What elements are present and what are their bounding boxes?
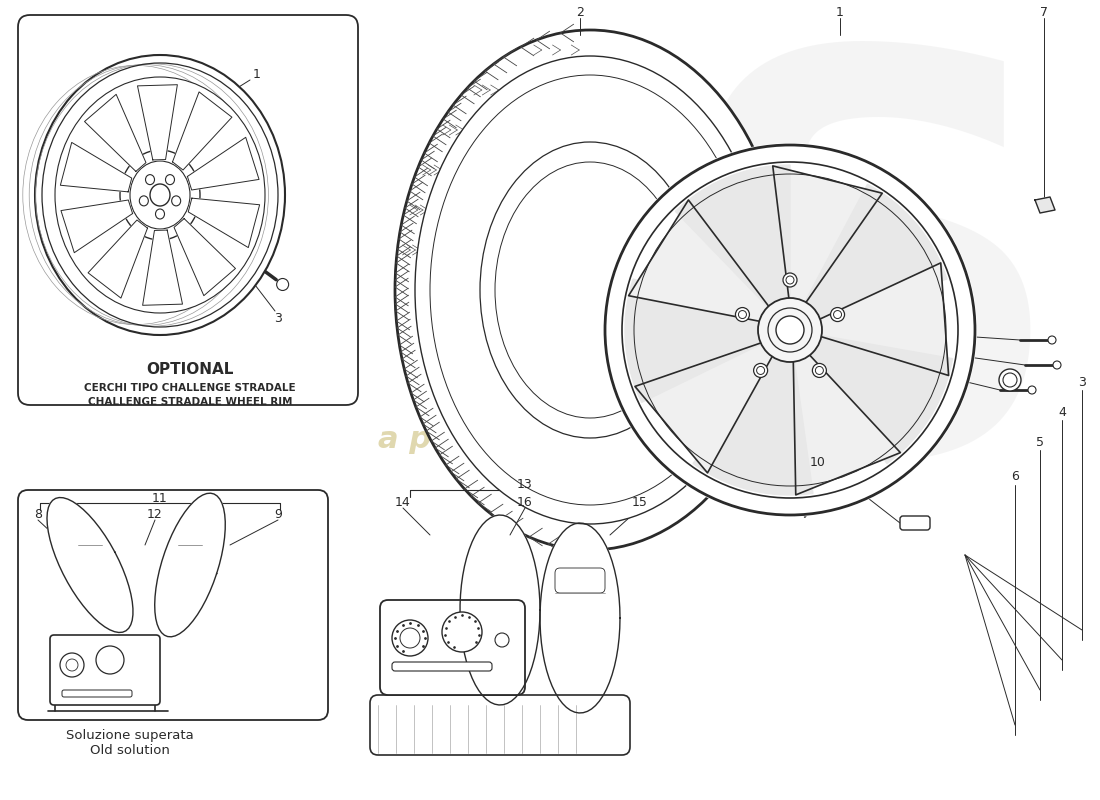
Text: 8: 8 xyxy=(34,509,42,522)
Polygon shape xyxy=(675,165,790,310)
Polygon shape xyxy=(628,200,774,323)
Ellipse shape xyxy=(480,142,700,438)
Text: 6: 6 xyxy=(1011,470,1019,483)
Polygon shape xyxy=(693,353,813,495)
Text: OPTIONAL: OPTIONAL xyxy=(146,362,233,378)
Ellipse shape xyxy=(55,77,265,313)
Ellipse shape xyxy=(813,363,826,378)
Text: 9: 9 xyxy=(274,509,282,522)
Polygon shape xyxy=(812,263,948,375)
Circle shape xyxy=(392,620,428,656)
Circle shape xyxy=(442,612,482,652)
Text: 3: 3 xyxy=(274,313,282,326)
Text: 2: 2 xyxy=(576,6,584,19)
Text: f: f xyxy=(1008,375,1012,385)
Ellipse shape xyxy=(120,150,200,240)
FancyBboxPatch shape xyxy=(379,600,525,695)
FancyBboxPatch shape xyxy=(370,695,630,755)
FancyBboxPatch shape xyxy=(392,662,492,671)
Text: a passion for parts: a passion for parts xyxy=(378,426,702,454)
Ellipse shape xyxy=(736,307,749,322)
Text: Soluzione superata: Soluzione superata xyxy=(66,729,194,742)
FancyBboxPatch shape xyxy=(18,490,328,720)
Polygon shape xyxy=(143,230,183,306)
FancyBboxPatch shape xyxy=(50,635,160,705)
Circle shape xyxy=(999,369,1021,391)
Text: 12: 12 xyxy=(147,509,163,522)
Text: CHALLENGE STRADALE WHEEL RIM: CHALLENGE STRADALE WHEEL RIM xyxy=(88,397,293,407)
Polygon shape xyxy=(174,218,235,296)
Circle shape xyxy=(1048,336,1056,344)
Polygon shape xyxy=(88,220,147,298)
Text: 5: 5 xyxy=(1036,435,1044,449)
Polygon shape xyxy=(188,198,260,247)
Ellipse shape xyxy=(603,143,977,517)
FancyBboxPatch shape xyxy=(556,568,605,593)
Text: 1: 1 xyxy=(836,6,844,19)
Polygon shape xyxy=(806,335,953,463)
Ellipse shape xyxy=(35,55,285,335)
Text: 10: 10 xyxy=(810,455,826,469)
Polygon shape xyxy=(60,142,132,192)
Ellipse shape xyxy=(145,174,154,185)
Text: 11: 11 xyxy=(152,491,168,505)
Ellipse shape xyxy=(140,196,148,206)
Polygon shape xyxy=(60,200,133,253)
Ellipse shape xyxy=(830,307,845,322)
Polygon shape xyxy=(540,523,620,713)
Text: 16: 16 xyxy=(517,497,532,510)
Text: 13: 13 xyxy=(517,478,532,491)
Text: 4: 4 xyxy=(1058,406,1066,418)
Ellipse shape xyxy=(395,30,785,550)
Polygon shape xyxy=(173,92,232,170)
Text: 14: 14 xyxy=(395,497,411,510)
Text: 7: 7 xyxy=(1040,6,1048,19)
Ellipse shape xyxy=(415,56,764,524)
Text: Old solution: Old solution xyxy=(90,743,169,757)
Polygon shape xyxy=(625,279,764,402)
Text: 15: 15 xyxy=(632,497,648,510)
FancyBboxPatch shape xyxy=(900,516,930,530)
Polygon shape xyxy=(793,348,901,495)
Text: CERCHI TIPO CHALLENGE STRADALE: CERCHI TIPO CHALLENGE STRADALE xyxy=(85,383,296,393)
Polygon shape xyxy=(773,166,882,310)
Ellipse shape xyxy=(155,209,165,219)
Polygon shape xyxy=(460,515,540,705)
Ellipse shape xyxy=(754,363,768,378)
Ellipse shape xyxy=(776,316,804,344)
Text: 3: 3 xyxy=(1078,375,1086,389)
Ellipse shape xyxy=(783,273,798,287)
Circle shape xyxy=(276,278,288,290)
FancyBboxPatch shape xyxy=(18,15,358,405)
Polygon shape xyxy=(47,498,133,633)
Polygon shape xyxy=(803,184,947,322)
Circle shape xyxy=(495,633,509,647)
Polygon shape xyxy=(138,85,177,160)
Polygon shape xyxy=(635,340,777,473)
Polygon shape xyxy=(187,138,258,190)
Circle shape xyxy=(60,653,84,677)
Circle shape xyxy=(96,646,124,674)
Polygon shape xyxy=(155,493,226,637)
Ellipse shape xyxy=(150,184,170,206)
Ellipse shape xyxy=(172,196,180,206)
Polygon shape xyxy=(85,94,146,171)
Polygon shape xyxy=(1035,197,1055,213)
FancyBboxPatch shape xyxy=(62,690,132,697)
Ellipse shape xyxy=(758,298,822,362)
Circle shape xyxy=(1028,386,1036,394)
Circle shape xyxy=(1053,361,1062,369)
Text: S: S xyxy=(670,30,1070,570)
Ellipse shape xyxy=(165,174,175,185)
Text: 1: 1 xyxy=(253,69,261,82)
